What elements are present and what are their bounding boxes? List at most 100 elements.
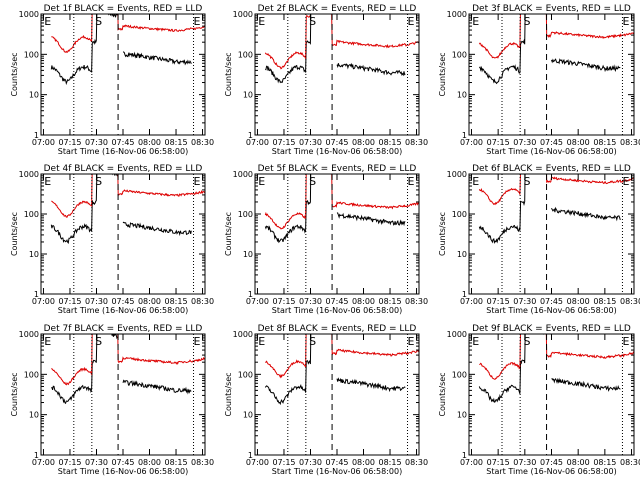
event-marker-label: E	[44, 175, 51, 188]
plot-frame	[468, 333, 635, 456]
lld-series-line	[478, 174, 634, 206]
x-tick-label: 07:30	[513, 138, 536, 147]
y-tick-label: 1000	[447, 170, 467, 179]
x-tick-label: 08:15	[378, 458, 401, 467]
x-tick-label: 07:45	[540, 297, 563, 306]
y-tick-label: 10	[243, 91, 253, 100]
x-tick-label: 07:00	[246, 458, 269, 467]
x-tick-label: 08:15	[164, 458, 187, 467]
y-tick-label: 1	[248, 131, 253, 140]
x-tick-label: 07:30	[299, 458, 322, 467]
x-tick-label: 07:45	[111, 458, 134, 467]
x-tick-label: 08:30	[405, 138, 428, 147]
x-tick-label: 07:30	[85, 138, 108, 147]
event-marker-label: E	[622, 15, 629, 28]
y-tick-label: 1000	[233, 170, 253, 179]
x-tick-label: 08:15	[593, 297, 616, 306]
lld-series-line	[51, 14, 205, 54]
y-tick-label: 10	[457, 411, 467, 420]
y-tick-label: 1	[462, 451, 467, 460]
plot-area	[478, 334, 634, 403]
y-tick-label: 100	[452, 210, 467, 219]
lld-series-line	[51, 334, 205, 386]
x-tick-label: 08:15	[164, 297, 187, 306]
panel-title: Det 5f BLACK = Events, RED = LLD	[258, 164, 417, 174]
event-marker-label: S	[95, 175, 102, 188]
y-tick-label: 10	[243, 411, 253, 420]
x-tick-label: 07:00	[32, 458, 55, 467]
panel-title: Det 7f BLACK = Events, RED = LLD	[44, 324, 203, 334]
x-tick-label: 07:00	[460, 138, 483, 147]
x-tick-label: 08:15	[593, 138, 616, 147]
panel-title: Det 3f BLACK = Events, RED = LLD	[472, 4, 631, 14]
plot-frame	[254, 173, 420, 295]
event-marker-label: E	[44, 335, 51, 348]
panel-title: Det 9f BLACK = Events, RED = LLD	[472, 324, 631, 334]
event-marker-label: E	[258, 335, 265, 348]
panel-title: Det 8f BLACK = Events, RED = LLD	[258, 324, 417, 334]
y-axis-label: Counts/sec	[438, 372, 447, 416]
y-tick-label: 1	[462, 131, 467, 140]
x-tick-label: 08:30	[191, 458, 214, 467]
event-marker-label: E	[472, 335, 479, 348]
lld-series-line	[264, 14, 419, 70]
y-tick-label: 1	[248, 290, 253, 299]
panel-title: Det 1f BLACK = Events, RED = LLD	[44, 4, 203, 14]
plot-frame	[40, 13, 206, 136]
event-marker-label: S	[523, 335, 530, 348]
x-tick-label: 07:15	[272, 138, 295, 147]
events-series-line	[51, 334, 192, 405]
y-tick-label: 1000	[19, 170, 39, 179]
y-tick-label: 100	[24, 210, 39, 219]
x-tick-label: 08:00	[138, 297, 161, 306]
event-marker-label: E	[472, 15, 479, 28]
x-tick-label: 07:30	[513, 297, 536, 306]
x-axis-label: Start Time (16-Nov-06 06:58:00)	[486, 147, 616, 156]
x-tick-label: 07:00	[246, 138, 269, 147]
y-tick-label: 1	[248, 451, 253, 460]
x-tick-label: 08:15	[378, 138, 401, 147]
x-tick-label: 08:00	[567, 458, 590, 467]
event-marker-label: E	[194, 175, 201, 188]
x-tick-label: 07:00	[460, 297, 483, 306]
y-tick-label: 1	[34, 131, 39, 140]
x-axis-label: Start Time (16-Nov-06 06:58:00)	[58, 147, 188, 156]
y-tick-label: 100	[238, 370, 253, 379]
lld-series-line	[51, 174, 205, 218]
x-tick-label: 07:00	[32, 297, 55, 306]
plot-area	[478, 174, 634, 245]
event-marker-label: S	[95, 15, 102, 28]
event-marker-label: S	[309, 175, 316, 188]
x-tick-label: 08:00	[352, 297, 375, 306]
y-tick-label: 10	[29, 91, 39, 100]
x-tick-label: 07:45	[111, 138, 134, 147]
events-series-line	[50, 14, 192, 86]
x-axis-label: Start Time (16-Nov-06 06:58:00)	[272, 467, 402, 476]
x-tick-label: 07:15	[487, 138, 510, 147]
x-axis-label: Start Time (16-Nov-06 06:58:00)	[486, 467, 616, 476]
event-marker-label: E	[258, 175, 265, 188]
x-tick-label: 08:30	[620, 458, 640, 467]
x-tick-label: 07:30	[299, 138, 322, 147]
x-tick-label: 07:15	[272, 297, 295, 306]
x-tick-label: 07:30	[85, 458, 108, 467]
x-tick-label: 07:15	[272, 458, 295, 467]
x-tick-label: 08:00	[567, 297, 590, 306]
y-tick-label: 1000	[19, 10, 39, 19]
x-tick-label: 07:30	[513, 458, 536, 467]
x-tick-label: 07:00	[32, 138, 55, 147]
panel-title: Det 4f BLACK = Events, RED = LLD	[44, 164, 203, 174]
events-series-line	[478, 334, 621, 403]
event-marker-label: E	[194, 335, 201, 348]
x-tick-label: 07:45	[325, 458, 348, 467]
event-marker-label: E	[408, 175, 415, 188]
events-series-line	[264, 334, 406, 406]
plot-area	[264, 334, 419, 406]
x-tick-label: 07:15	[58, 458, 81, 467]
x-axis-label: Start Time (16-Nov-06 06:58:00)	[58, 467, 188, 476]
y-tick-label: 10	[29, 250, 39, 259]
